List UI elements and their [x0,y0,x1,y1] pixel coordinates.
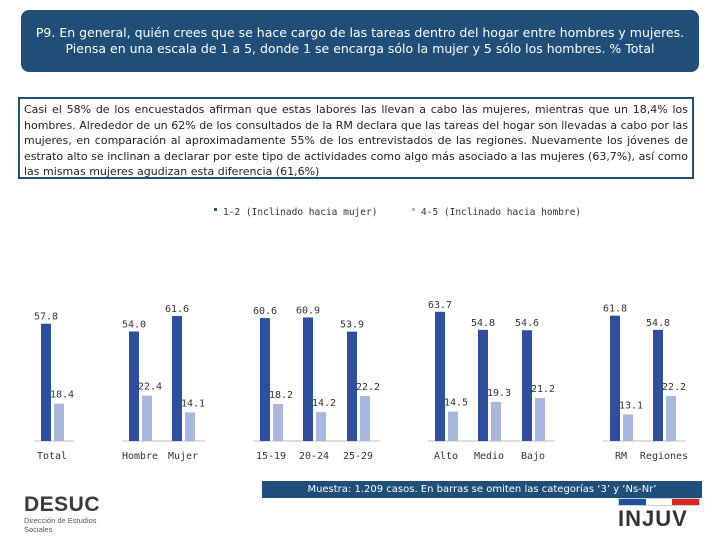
value-label-series1-7: 63.7 [428,300,452,311]
bar-series2-7 [448,412,458,441]
value-label-series1-4: 60.6 [253,306,277,317]
footnote: Muestra: 1.209 casos. En barras se omite… [262,481,702,498]
value-label-series2-1: 18.4 [50,390,74,401]
bar-series1-7 [435,312,445,441]
bar-series2-6 [360,396,370,441]
injuv-logo-word: INJUV [618,506,708,532]
value-label-series1-2: 54.0 [122,319,146,330]
bar-series2-5 [316,412,326,441]
legend-marker-1 [214,208,217,211]
bar-series2-2 [142,396,152,441]
page-title: P9. En general, quién crees que se hace … [21,10,699,72]
description-box: Casi el 58% de los encuestados afirman q… [18,97,694,179]
value-label-series1-1: 57.8 [34,312,58,323]
value-label-series1-5: 60.9 [296,305,320,316]
value-label-series2-4: 18.2 [269,390,293,401]
category-label-11: Regiones [640,451,688,462]
value-label-series1-8: 54.8 [471,318,495,329]
value-label-series2-5: 14.2 [312,398,336,409]
bar-series1-10 [610,316,620,441]
legend-label-2: 4-5 (Inclinado hacia hombre) [421,207,581,218]
value-label-series1-9: 54.6 [515,318,539,329]
bar-series2-3 [185,412,195,441]
value-label-series2-6: 22.2 [356,382,380,393]
injuv-logo: INJUV [618,498,708,538]
category-label-6: 25-29 [343,451,373,462]
category-label-4: 15-19 [256,451,286,462]
desuc-logo-word: DESUC [24,494,134,516]
bar-series2-1 [54,404,64,441]
value-label-series1-3: 61.6 [165,304,189,315]
desuc-logo: DESUC Dirección de Estudios Sociales [24,494,134,538]
category-label-5: 20-24 [299,451,329,462]
value-label-series2-10: 13.1 [619,400,643,411]
bar-series1-1 [41,324,51,441]
chile-flag-stripe [618,498,700,506]
category-label-8: Medio [474,451,504,462]
value-label-series2-8: 19.3 [487,388,511,399]
value-label-series2-2: 22.4 [138,382,162,393]
category-label-3: Mujer [168,451,198,462]
value-label-series1-11: 54.8 [646,318,670,329]
bar-series2-10 [623,414,633,441]
bar-series1-5 [303,317,313,441]
bar-chart: 1-2 (Inclinado hacia mujer) 4-5 (Inclinad… [0,195,720,480]
legend-label-1: 1-2 (Inclinado hacia mujer) [223,207,377,218]
desuc-logo-subtitle: Dirección de Estudios Sociales [24,516,114,534]
bar-series1-4 [260,318,270,441]
value-label-series2-9: 21.2 [531,384,555,395]
value-label-series2-3: 14.1 [181,398,205,409]
category-label-1: Total [37,451,67,462]
category-label-2: Hombre [122,451,158,462]
bar-series1-8 [478,330,488,441]
value-label-series2-11: 22.2 [662,382,686,393]
bar-series2-9 [535,398,545,441]
value-label-series1-10: 61.8 [603,304,627,315]
bar-series2-8 [491,402,501,441]
category-label-7: Alto [434,451,458,462]
bar-series1-3 [172,316,182,441]
value-label-series1-6: 53.9 [340,320,364,331]
value-label-series2-7: 14.5 [444,398,468,409]
category-label-9: Bajo [521,451,545,462]
bar-series2-4 [273,404,283,441]
legend-marker-2 [412,208,415,211]
category-label-10: RM [615,451,627,462]
bar-series2-11 [666,396,676,441]
